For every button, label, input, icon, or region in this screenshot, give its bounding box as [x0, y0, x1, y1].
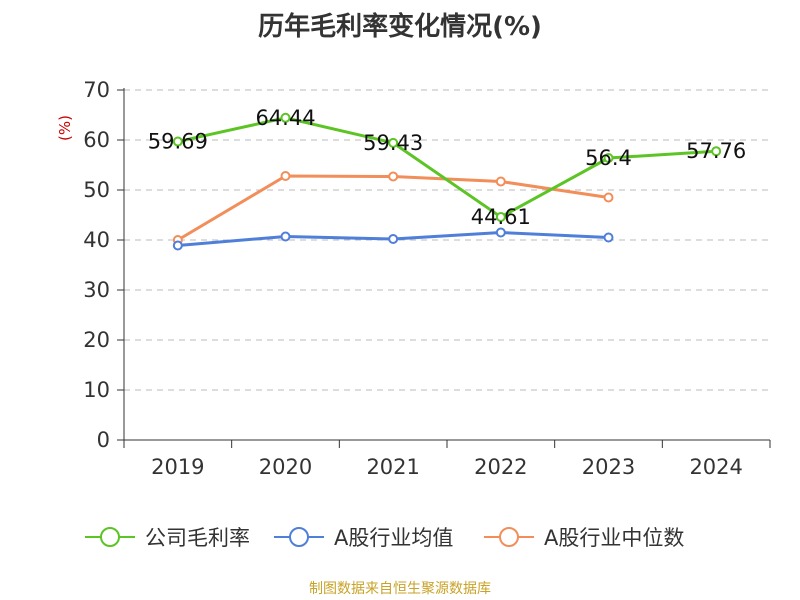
data-point [172, 240, 183, 251]
legend-marker [289, 527, 309, 547]
legend-label: A股行业均值 [334, 526, 453, 550]
x-tick-label: 2020 [259, 455, 312, 479]
x-tick-label: 2024 [689, 455, 742, 479]
x-tick-label: 2022 [474, 455, 527, 479]
data-label: 44.61 [471, 205, 531, 229]
legend-label: A股行业中位数 [544, 526, 684, 550]
data-label: 57.76 [686, 139, 746, 163]
y-tick-label: 0 [97, 428, 110, 452]
data-point [280, 231, 291, 242]
series-line [177, 116, 717, 219]
data-point [388, 137, 399, 148]
y-tick-label: 10 [83, 378, 110, 402]
data-point [495, 211, 506, 222]
data-label: 59.43 [363, 131, 423, 155]
data-point [280, 171, 291, 181]
data-point [495, 176, 506, 187]
data-label: 64.44 [255, 106, 315, 130]
data-point [388, 171, 399, 182]
data-point [711, 146, 722, 157]
data-label: 56.4 [585, 146, 632, 170]
y-tick-label: 50 [83, 178, 110, 202]
data-point [603, 232, 614, 243]
y-tick-label: 20 [83, 328, 110, 352]
legend-label: 公司毛利率 [145, 526, 250, 550]
legend-marker [100, 527, 120, 547]
x-tick-label: 2019 [151, 455, 204, 479]
y-tick-label: 70 [83, 78, 110, 102]
data-point [280, 112, 291, 123]
data-point [603, 153, 614, 163]
x-tick-label: 2021 [366, 455, 419, 479]
data-point [495, 227, 506, 238]
y-tick-label: 40 [83, 228, 110, 252]
y-tick-label: 30 [83, 278, 110, 302]
data-label: 59.69 [148, 130, 208, 154]
y-tick-label: 60 [83, 128, 110, 152]
legend-marker [499, 527, 519, 547]
data-point [172, 136, 183, 147]
data-point [388, 234, 399, 244]
series-line [177, 174, 609, 242]
y-axis-unit-label: (%) [56, 115, 74, 141]
data-point [603, 192, 614, 203]
source-caption: 制图数据来自恒生聚源数据库 [309, 581, 491, 597]
chart-title: 历年毛利率变化情况(%) [258, 12, 542, 42]
x-tick-label: 2023 [582, 455, 635, 479]
